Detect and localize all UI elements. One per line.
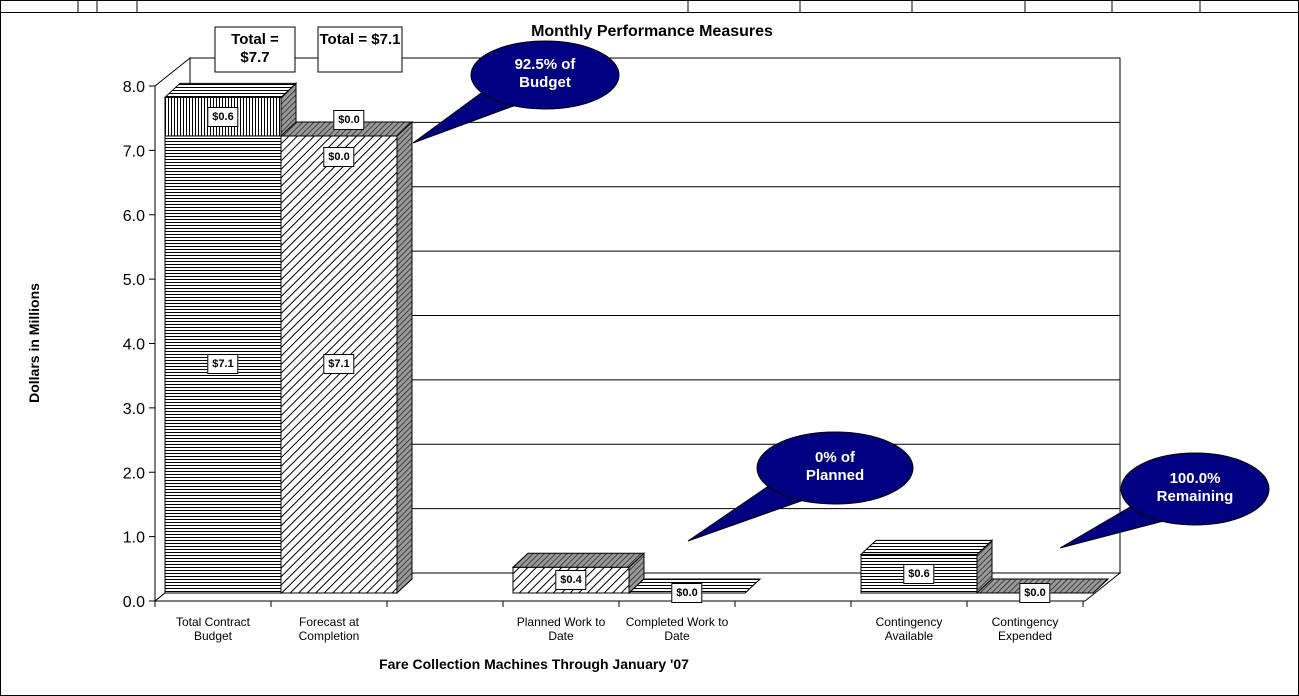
bar-top [859, 539, 994, 555]
x-tick-label: Planned Work to Date [516, 615, 606, 643]
total-box [317, 26, 403, 73]
callout [1120, 452, 1270, 526]
y-tick-label: 0.0 [123, 594, 145, 611]
y-tick-label: 1.0 [123, 530, 145, 547]
bar-top [163, 82, 298, 98]
bar-side [396, 120, 413, 595]
callout [470, 40, 620, 110]
y-tick-label: 6.0 [123, 208, 145, 225]
y-tick-label: 4.0 [123, 337, 145, 354]
y-tick-label: 7.0 [123, 143, 145, 160]
y-tick-label: 3.0 [123, 401, 145, 418]
value-label: $0.0 [323, 146, 355, 167]
callout-label: 92.5% of Budget [514, 56, 576, 91]
value-label: $0.0 [1019, 583, 1051, 603]
value-label: $0.0 [333, 109, 365, 130]
x-axis-title: Fare Collection Machines Through January… [379, 656, 689, 672]
total-label: Total = $7.7 [231, 31, 279, 66]
value-label: $0.6 [903, 563, 935, 584]
bar-top [511, 552, 646, 568]
x-tick-label: Forecast at Completion [298, 615, 360, 643]
x-tick-label: Contingency Expended [991, 615, 1059, 643]
y-axis-title: Dollars in Millions [26, 283, 42, 403]
x-tick-label: Completed Work to Date [625, 615, 729, 643]
value-label: $0.6 [207, 106, 239, 127]
top-cells [77, 0, 1201, 12]
total-box [214, 26, 296, 73]
y-tick-label: 2.0 [123, 465, 145, 482]
chart-title: Monthly Performance Measures [531, 23, 773, 40]
y-tick-label: 5.0 [123, 272, 145, 289]
value-label: $0.0 [671, 583, 703, 603]
value-label: $7.1 [323, 354, 355, 375]
value-label: $0.4 [555, 570, 587, 591]
value-label: $7.1 [207, 354, 239, 375]
callout-label: 100.0% Remaining [1156, 470, 1234, 505]
x-tick-label: Contingency Available [875, 615, 943, 643]
callout [756, 431, 914, 505]
total-label: Total = $7.1 [319, 31, 401, 48]
callout-label: 0% of Planned [805, 449, 865, 484]
y-tick-label: 8.0 [123, 79, 145, 96]
x-tick-label: Total Contract Budget [175, 615, 251, 643]
